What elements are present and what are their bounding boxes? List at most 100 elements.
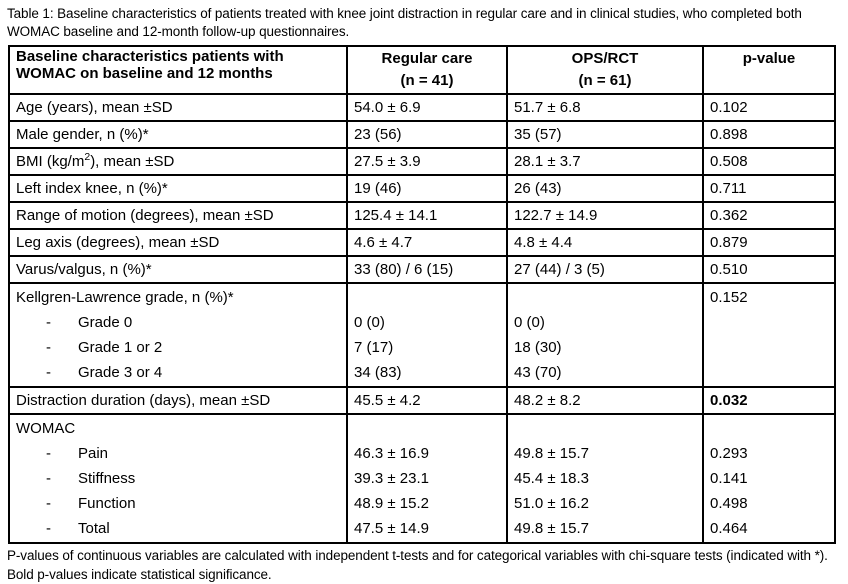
grade-1-2-label: Grade 1 or 2 [78, 339, 163, 356]
womac-total-ops-value: 49.8 ± 15.7 [514, 520, 589, 537]
row-male-gender: Male gender, n (%)* 23 (56) 35 (57) 0.89… [8, 120, 836, 149]
table-footnote: P-values of continuous variables are cal… [7, 548, 836, 582]
regular-care-cell: 23 (56) [346, 120, 508, 149]
row-label-cell: Kellgren-Lawrence grade, n (%)* - Grade 0… [8, 282, 348, 388]
header-regular-care-label: Regular care [381, 50, 473, 67]
womac-stiffness-regular-value: 39.3 ± 23.1 [354, 470, 429, 487]
ops-rct-cell: 0 (0) 18 (30) 43 (70) [506, 282, 704, 388]
header-characteristics: Baseline characteristics patients with W… [8, 45, 348, 95]
womac-pain-regular-value: 46.3 ± 16.9 [354, 445, 429, 462]
womac-item-label: - Function [16, 491, 340, 516]
row-bmi: BMI (kg/m2), mean ±SD 27.5 ± 3.9 28.1 ± … [8, 147, 836, 176]
empty-line [354, 285, 500, 310]
row-label-cell: Leg axis (degrees), mean ±SD [8, 228, 348, 257]
row-label-cell: Left index knee, n (%)* [8, 174, 348, 203]
p-value-cell: 0.362 [702, 201, 836, 230]
ops-rct-cell: 35 (57) [506, 120, 704, 149]
regular-care-cell: 27.5 ± 3.9 [346, 147, 508, 176]
empty-line [354, 416, 500, 441]
womac-item-label: - Pain [16, 441, 340, 466]
row-leg-axis: Leg axis (degrees), mean ±SD 4.6 ± 4.7 4… [8, 228, 836, 257]
womac-pain-p-value: 0.293 [710, 445, 748, 462]
empty-line [710, 416, 828, 441]
kellgren-p-value: 0.152 [710, 289, 748, 306]
header-ops-rct-n: (n = 61) [578, 72, 632, 89]
p-value-cell: 0.152 [702, 282, 836, 388]
regular-care-cell: 54.0 ± 6.9 [346, 93, 508, 122]
womac-function-label: Function [78, 495, 136, 512]
header-regular-care-n: (n = 41) [400, 72, 454, 89]
regular-care-cell: 33 (80) / 6 (15) [346, 255, 508, 284]
row-left-index-knee: Left index knee, n (%)* 19 (46) 26 (43) … [8, 174, 836, 203]
baseline-characteristics-table: Baseline characteristics patients with W… [8, 45, 836, 544]
womac-section-label: WOMAC [16, 420, 76, 437]
header-row: Baseline characteristics patients with W… [8, 45, 836, 95]
womac-item-label: - Total [16, 516, 340, 541]
table-head: Baseline characteristics patients with W… [8, 45, 836, 95]
womac-stiffness-ops-value: 45.4 ± 18.3 [514, 470, 589, 487]
header-ops-rct: OPS/RCT (n = 61) [506, 45, 704, 95]
p-value-cell: 0.510 [702, 255, 836, 284]
list-dash: - [46, 520, 51, 537]
row-kellgren-lawrence-section: Kellgren-Lawrence grade, n (%)* - Grade 0… [8, 282, 836, 388]
kellgren-item-label: - Grade 0 [16, 310, 340, 335]
p-value-cell: 0.879 [702, 228, 836, 257]
header-regular-care: Regular care (n = 41) [346, 45, 508, 95]
header-p-value: p-value [702, 45, 836, 95]
row-range-of-motion: Range of motion (degrees), mean ±SD 125.… [8, 201, 836, 230]
regular-care-cell: 45.5 ± 4.2 [346, 386, 508, 415]
womac-stiffness-p-value: 0.141 [710, 470, 748, 487]
bmi-superscript: 2 [84, 151, 91, 163]
womac-function-p-value: 0.498 [710, 495, 748, 512]
womac-function-ops-value: 51.0 ± 16.2 [514, 495, 589, 512]
grade-3-4-ops-value: 43 (70) [514, 364, 562, 381]
header-p-value-label: p-value [742, 50, 796, 67]
p-value-cell: 0.898 [702, 120, 836, 149]
kellgren-item-label: - Grade 3 or 4 [16, 360, 340, 385]
womac-total-regular-value: 47.5 ± 14.9 [354, 520, 429, 537]
grade-0-regular-value: 0 (0) [354, 314, 385, 331]
list-dash: - [46, 470, 51, 487]
ops-rct-cell: 49.8 ± 15.7 45.4 ± 18.3 51.0 ± 16.2 49.8… [506, 413, 704, 544]
kellgren-item-label: - Grade 1 or 2 [16, 335, 340, 360]
empty-line [514, 285, 696, 310]
row-label-cell: Range of motion (degrees), mean ±SD [8, 201, 348, 230]
ops-rct-cell: 51.7 ± 6.8 [506, 93, 704, 122]
grade-0-ops-value: 0 (0) [514, 314, 545, 331]
regular-care-cell: 4.6 ± 4.7 [346, 228, 508, 257]
p-value-cell: 0.293 0.141 0.498 0.464 [702, 413, 836, 544]
p-value-cell: 0.711 [702, 174, 836, 203]
womac-pain-ops-value: 49.8 ± 15.7 [514, 445, 589, 462]
grade-1-2-regular-value: 7 (17) [354, 339, 394, 356]
empty-line [514, 416, 696, 441]
list-dash: - [46, 445, 51, 462]
header-characteristics-label: Baseline characteristics patients with W… [16, 48, 284, 82]
womac-stiffness-label: Stiffness [78, 470, 136, 487]
womac-function-regular-value: 48.9 ± 15.2 [354, 495, 429, 512]
regular-care-cell: 19 (46) [346, 174, 508, 203]
ops-rct-cell: 27 (44) / 3 (5) [506, 255, 704, 284]
row-label-cell: WOMAC - Pain - Stiffness - Function - Total [8, 413, 348, 544]
regular-care-cell: 46.3 ± 16.9 39.3 ± 23.1 48.9 ± 15.2 47.5… [346, 413, 508, 544]
ops-rct-cell: 48.2 ± 8.2 [506, 386, 704, 415]
list-dash: - [46, 495, 51, 512]
row-label-cell: Varus/valgus, n (%)* [8, 255, 348, 284]
kellgren-section-label: Kellgren-Lawrence grade, n (%)* [16, 289, 234, 306]
row-distraction-duration: Distraction duration (days), mean ±SD 45… [8, 386, 836, 415]
grade-1-2-ops-value: 18 (30) [514, 339, 562, 356]
regular-care-cell: 125.4 ± 14.1 [346, 201, 508, 230]
list-dash: - [46, 339, 51, 356]
list-dash: - [46, 364, 51, 381]
regular-care-cell: 0 (0) 7 (17) 34 (83) [346, 282, 508, 388]
table-body: Age (years), mean ±SD 54.0 ± 6.9 51.7 ± … [8, 93, 836, 544]
row-label-cell: Distraction duration (days), mean ±SD [8, 386, 348, 415]
womac-total-p-value: 0.464 [710, 520, 748, 537]
bmi-label-post: ), mean ±SD [90, 153, 175, 170]
grade-3-4-label: Grade 3 or 4 [78, 364, 163, 381]
womac-pain-label: Pain [78, 445, 109, 462]
ops-rct-cell: 26 (43) [506, 174, 704, 203]
womac-total-label: Total [78, 520, 110, 537]
row-label-cell: Male gender, n (%)* [8, 120, 348, 149]
list-dash: - [46, 314, 51, 331]
row-age: Age (years), mean ±SD 54.0 ± 6.9 51.7 ± … [8, 93, 836, 122]
